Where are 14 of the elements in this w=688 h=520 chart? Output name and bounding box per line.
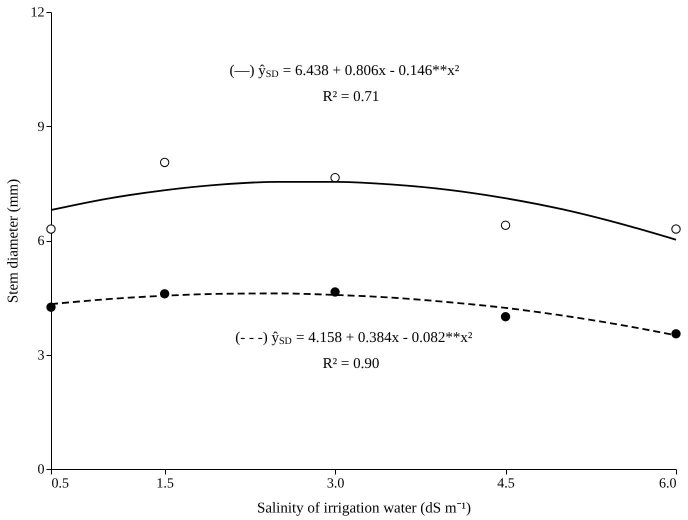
y-tick-label: 12 — [30, 6, 44, 20]
x-axis-title: Salinity of irrigation water (dS m⁻¹) — [256, 500, 472, 516]
annotation: R² = 0.71 — [322, 89, 380, 105]
x-tick-label: 4.5 — [497, 476, 515, 492]
y-tick-label: 3 — [38, 348, 44, 364]
x-tick-label: 0.5 — [52, 476, 69, 492]
x-tick-label: 6.0 — [659, 476, 676, 492]
x-tick-label: 3.0 — [326, 476, 344, 492]
y-axis-title: Stem diameter (mm) — [6, 178, 22, 304]
y-tick-label: 9 — [38, 120, 44, 135]
x-tick-label: 1.5 — [156, 476, 174, 492]
annotation: R² = 0.90 — [322, 356, 380, 372]
y-tick-label: 0 — [38, 462, 44, 478]
y-tick-label: 6 — [38, 234, 44, 249]
